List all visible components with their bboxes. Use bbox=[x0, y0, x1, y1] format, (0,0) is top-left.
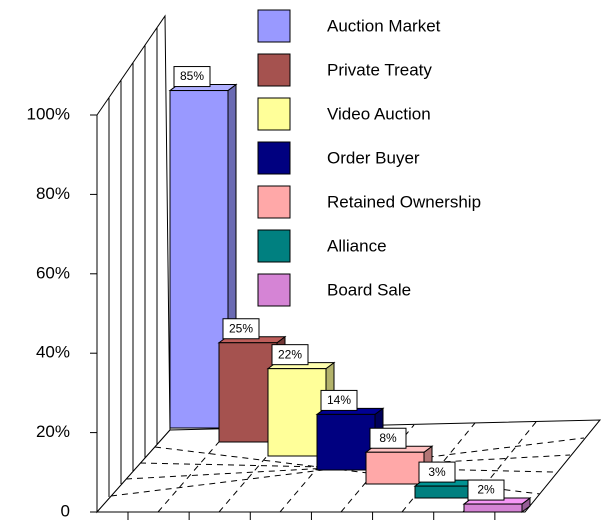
value-label: 22% bbox=[278, 347, 302, 361]
legend-swatch bbox=[257, 141, 291, 175]
legend-label: Board Sale bbox=[327, 280, 411, 299]
value-label: 3% bbox=[428, 465, 446, 479]
legend-swatch bbox=[257, 9, 291, 43]
legend-swatch bbox=[257, 53, 291, 87]
value-label-box bbox=[467, 479, 505, 501]
value-label-box bbox=[369, 427, 407, 449]
legend-swatch bbox=[257, 97, 291, 131]
y-tick-label: 80% bbox=[36, 184, 70, 203]
legend-label: Order Buyer bbox=[327, 148, 420, 167]
bar bbox=[365, 451, 425, 485]
value-label: 14% bbox=[327, 393, 351, 407]
bar bbox=[169, 90, 229, 429]
value-label-box bbox=[320, 389, 358, 411]
value-label-box bbox=[222, 318, 260, 340]
legend-swatch bbox=[257, 229, 291, 263]
y-tick-label: 100% bbox=[27, 104, 70, 123]
bar bbox=[463, 503, 523, 513]
bar bbox=[218, 342, 278, 443]
floor-line bbox=[462, 421, 537, 513]
legend-label: Auction Market bbox=[327, 16, 441, 35]
value-label: 8% bbox=[379, 431, 397, 445]
floor-line bbox=[110, 437, 585, 497]
floor-line bbox=[139, 462, 556, 473]
value-label: 85% bbox=[180, 69, 204, 83]
legend-label: Private Treaty bbox=[327, 60, 432, 79]
y-tick-label: 40% bbox=[36, 343, 70, 362]
value-label: 2% bbox=[477, 483, 495, 497]
value-label-box bbox=[271, 344, 309, 366]
legend-label: Alliance bbox=[327, 236, 387, 255]
legend-label: Video Auction bbox=[327, 104, 431, 123]
value-label-box bbox=[173, 66, 211, 88]
legend-swatch bbox=[257, 185, 291, 219]
value-label-box bbox=[418, 461, 456, 483]
value-label: 25% bbox=[229, 321, 253, 335]
y-tick-label: 0 bbox=[61, 501, 70, 520]
bar bbox=[414, 485, 474, 499]
y-tick-label: 60% bbox=[36, 263, 70, 282]
y-tick-label: 20% bbox=[36, 422, 70, 441]
legend-swatch bbox=[257, 273, 291, 307]
legend-label: Retained Ownership bbox=[327, 192, 481, 211]
